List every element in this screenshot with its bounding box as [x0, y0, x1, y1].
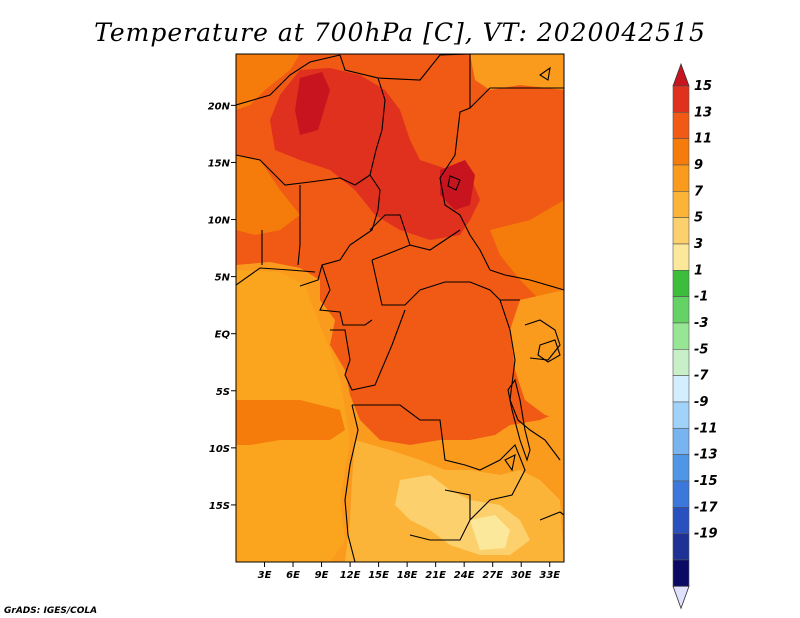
border-cameroon-gabon — [319, 264, 373, 326]
lon-axis: 3E 6E 9E 12E 15E 18E 21E 24E 27E 30E 33E — [258, 562, 560, 581]
lakes — [447, 66, 561, 472]
lon-tick-label: 15E — [368, 570, 389, 581]
lon-tick-label: 21E — [425, 570, 446, 581]
coast-gulf-of-guinea — [236, 267, 316, 286]
border-angola-drc — [352, 404, 526, 521]
colorbar-label: -3 — [694, 316, 708, 331]
colorbar-swatch — [672, 427, 690, 455]
colorbar-label: -15 — [694, 474, 718, 489]
lon-tick-label: 3E — [258, 570, 272, 581]
lat-tick-label: 20N — [208, 101, 231, 112]
border-egypt-sudan — [469, 87, 564, 109]
band-9-11-atlantic-strip — [236, 400, 345, 445]
band-over-15-west — [295, 72, 330, 135]
lat-tick-label: 10N — [208, 216, 231, 227]
band-9-11-east — [490, 200, 564, 300]
lon-tick-label: 33E — [539, 570, 560, 581]
band-3-5-zambia — [470, 515, 510, 550]
lat-tick-label: 10S — [209, 444, 230, 455]
colorbar-label: 13 — [694, 105, 712, 120]
temperature-fill — [236, 54, 564, 562]
colorbar-label: -11 — [694, 421, 718, 436]
colorbar-label: -9 — [694, 395, 708, 410]
lat-tick-label: 15S — [209, 501, 230, 512]
colorbar-swatch — [672, 322, 690, 350]
colorbar-swatch — [672, 559, 690, 587]
colorbar-label: -7 — [694, 369, 709, 384]
colorbar-label: 7 — [694, 184, 704, 199]
colorbar-swatch — [672, 454, 690, 482]
nile-delta — [539, 66, 551, 81]
colorbar-label: 9 — [694, 158, 703, 173]
colorbar-label: 11 — [694, 132, 712, 147]
colorbar-swatch — [672, 401, 690, 429]
colorbar-label: 15 — [694, 79, 712, 94]
lat-tick-label: 5S — [216, 387, 230, 398]
colorbar-label: 3 — [694, 237, 703, 252]
lon-tick-label: 6E — [286, 570, 300, 581]
lon-tick-label: 12E — [340, 570, 361, 581]
colorbar-swatch — [672, 243, 690, 271]
colorbar-swatch — [672, 270, 690, 297]
border-angola-zambia — [409, 489, 471, 541]
colorbar-swatch — [672, 85, 690, 113]
colorbar-over-arrow — [672, 62, 690, 87]
border-malawi — [539, 511, 564, 521]
colorbar-swatch — [672, 506, 690, 534]
colorbar-swatch — [672, 533, 690, 561]
band-9-11-lakes — [510, 290, 564, 420]
colorbar-label: -5 — [694, 342, 708, 357]
colorbar-swatch — [672, 348, 690, 376]
lon-tick-label: 27E — [482, 570, 503, 581]
band-9-11-nw — [236, 54, 300, 110]
border-algeria-niger — [236, 54, 386, 211]
border-burkina-benin — [261, 185, 301, 266]
colorbar-swatch — [672, 164, 690, 192]
border-nigeria — [299, 209, 379, 287]
colorbar-label: -17 — [694, 500, 718, 515]
colorbar-swatch — [672, 138, 690, 166]
colorbar-label: -13 — [694, 448, 718, 463]
border-cameroon-car — [371, 244, 520, 306]
lon-tick-label: 18E — [397, 570, 418, 581]
lon-tick-label: 30E — [511, 570, 532, 581]
lake-tanganyika — [507, 378, 531, 462]
map-frame — [235, 53, 565, 563]
colorbar-under-arrow — [672, 585, 690, 610]
lat-tick-label: 5N — [215, 273, 231, 284]
credit-label: GrADS: IGES/COLA — [4, 606, 97, 616]
colorbar-swatch — [672, 375, 690, 403]
border-libya-chad-sudan — [377, 54, 491, 271]
colorbar-swatch — [672, 217, 690, 245]
country-borders — [236, 54, 564, 562]
colorbar-swatch — [672, 191, 690, 218]
colorbar-swatch — [672, 112, 690, 139]
border-mali-niger — [236, 154, 371, 186]
colorbar-label: 5 — [694, 211, 703, 226]
colorbar-label: -19 — [694, 527, 718, 542]
lat-axis: 20N 15N 10N 5N EQ 5S 10S 15S — [208, 101, 236, 512]
lat-tick-label: EQ — [215, 330, 231, 341]
lat-tick-label: 15N — [208, 158, 231, 169]
lon-tick-label: 9E — [315, 570, 329, 581]
band-9-11-ne — [470, 54, 564, 90]
colorbar-swatch — [672, 480, 690, 508]
border-congo — [330, 309, 406, 391]
border-drc-east — [499, 299, 561, 461]
lon-tick-label: 24E — [454, 570, 475, 581]
band-9-11-west-sahel — [236, 155, 300, 235]
colorbar: 15 13 11 9 7 5 3 1 -1 -3 -5 -7 -9 -11 -13 -15 -17 -19 — [672, 62, 718, 610]
chart-title: Temperature at 700hPa [C], VT: 202004251… — [94, 18, 706, 47]
lake-mweru — [504, 454, 516, 472]
lake-chad — [447, 175, 461, 191]
border-south-sudan — [489, 269, 564, 291]
border-angola-coast — [344, 404, 359, 562]
colorbar-swatch — [672, 296, 690, 324]
colorbar-label: -1 — [694, 290, 708, 305]
lake-victoria — [537, 339, 561, 363]
temperature-map: 20N 15N 10N 5N EQ 5S 10S 15S 3E 6E 9E 12E 15E 18E 21E… — [208, 53, 565, 581]
colorbar-label: 1 — [694, 263, 703, 278]
